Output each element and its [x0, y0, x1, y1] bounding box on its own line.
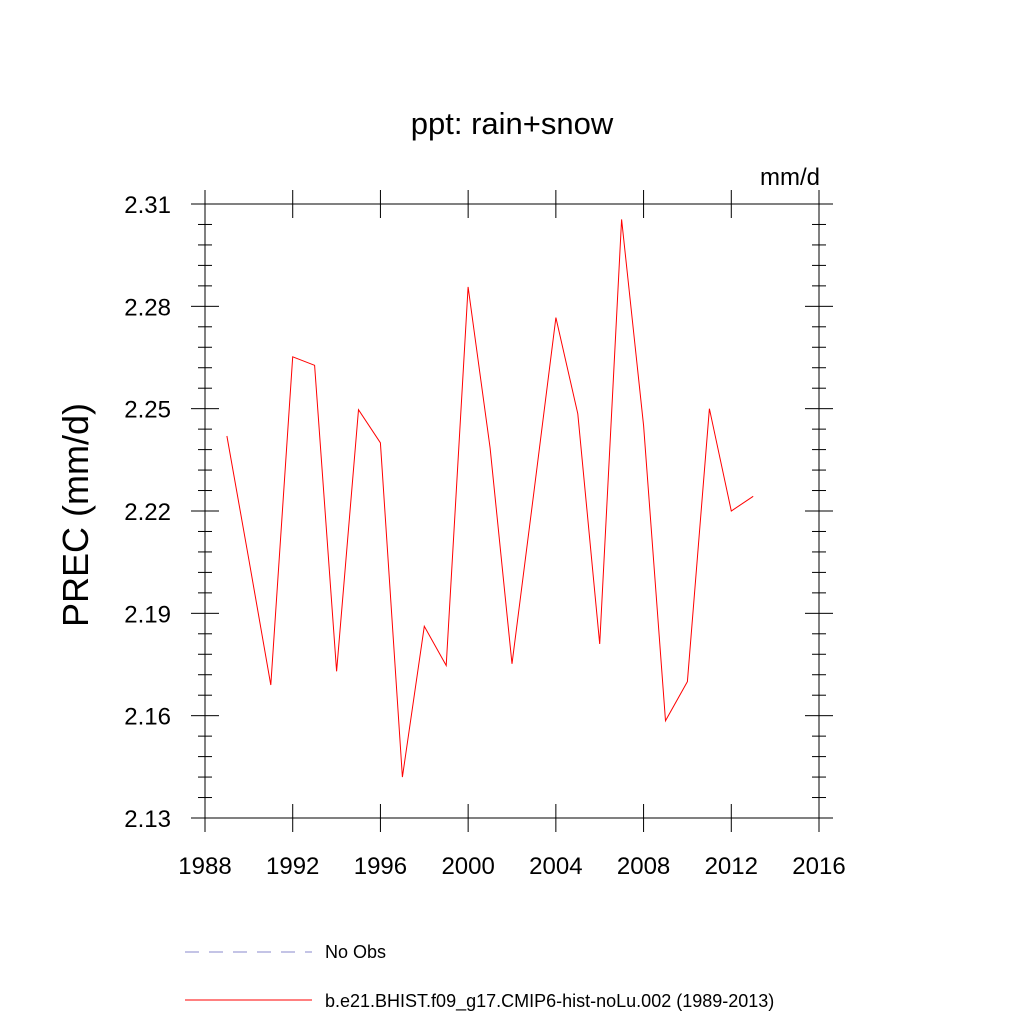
- x-tick-label: 2004: [529, 853, 582, 880]
- y-tick-label: 2.16: [124, 704, 171, 731]
- x-tick-label: 1988: [178, 853, 231, 880]
- y-tick-label: 2.28: [124, 294, 171, 321]
- axis-ticks: [191, 190, 833, 832]
- x-tick-label: 2000: [441, 853, 494, 880]
- legend-label-no-obs: No Obs: [325, 942, 387, 962]
- plot-frame: [204, 203, 820, 819]
- legend-lines: [185, 951, 312, 1001]
- x-tick-label: 1996: [354, 853, 407, 880]
- y-axis-label: PREC (mm/d): [55, 403, 96, 627]
- y-tick-label: 2.19: [124, 601, 171, 628]
- series-lines: [226, 219, 754, 778]
- x-tick-label: 2012: [705, 853, 758, 880]
- x-tick-label: 2008: [617, 853, 670, 880]
- series-line-1: [226, 219, 754, 778]
- x-tick-label: 1992: [266, 853, 319, 880]
- y-tick-label: 2.13: [124, 806, 171, 833]
- legend-label-model: b.e21.BHIST.f09_g17.CMIP6-hist-noLu.002 …: [325, 991, 775, 1011]
- units-label: mm/d: [760, 164, 820, 191]
- x-tick-label: 2016: [792, 853, 845, 880]
- y-tick-label: 2.31: [124, 192, 171, 219]
- y-tick-label: 2.22: [124, 499, 171, 526]
- tick-labels: 1988 1992 1996 2000 2004 2008 2012 2016 2.13 2.16…: [124, 192, 845, 880]
- y-tick-label: 2.25: [124, 397, 171, 424]
- chart-title: ppt: rain+snow: [410, 106, 614, 141]
